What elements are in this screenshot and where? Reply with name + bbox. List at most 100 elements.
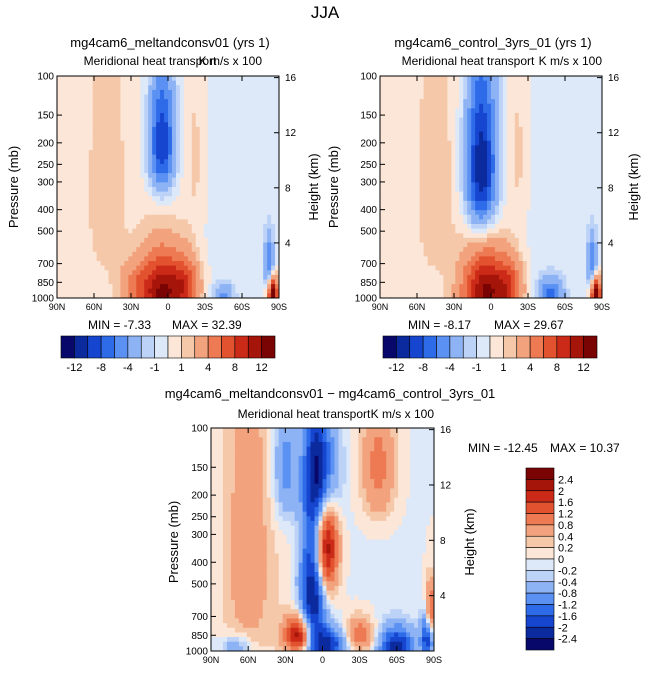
contour-cell <box>164 154 169 160</box>
contour-cell <box>443 103 448 109</box>
contour-cell <box>423 187 429 193</box>
contour-cell <box>487 113 492 119</box>
contour-cell <box>76 103 82 109</box>
contour-cell <box>391 145 397 151</box>
contour-cell <box>140 76 145 82</box>
contour-cell <box>84 293 90 298</box>
contour-cell <box>522 163 528 170</box>
contour-cell <box>243 251 248 257</box>
contour-cell <box>144 242 149 248</box>
contour-cell <box>423 196 429 202</box>
contour-cell <box>171 140 177 146</box>
contour-cell <box>475 159 480 165</box>
contour-cell <box>447 200 452 207</box>
contour-cell <box>447 173 452 179</box>
contour-cell <box>187 270 193 276</box>
contour-cell <box>88 279 94 285</box>
contour-cell <box>116 145 122 151</box>
contour-cell <box>530 145 536 151</box>
contour-cell <box>255 117 260 123</box>
contour-cell <box>116 182 122 188</box>
contour-cell <box>538 94 544 100</box>
contour-cell <box>427 154 433 160</box>
contour-cell <box>156 80 161 86</box>
contour-cell <box>168 136 173 142</box>
contour-cell <box>72 117 78 123</box>
contour-cell <box>112 233 118 239</box>
contour-cell <box>215 191 221 197</box>
contour-cell <box>530 228 536 234</box>
contour-cell <box>415 256 421 262</box>
contour-cell <box>431 163 437 170</box>
contour-cell <box>263 136 268 142</box>
contour-cell <box>275 173 279 179</box>
contour-cell <box>415 228 421 234</box>
contour-cell <box>255 270 260 276</box>
contour-cell <box>168 237 173 244</box>
contour-cell <box>594 113 599 119</box>
contour-cell <box>57 284 62 290</box>
contour-cell <box>183 136 189 142</box>
contour-cell <box>120 80 125 86</box>
contour-cell <box>160 103 165 109</box>
contour-cell <box>80 94 86 100</box>
contour-cell <box>411 219 417 225</box>
contour-cell <box>227 191 233 197</box>
contour-cell <box>538 99 544 105</box>
contour-cell <box>550 94 556 100</box>
contour-cell <box>435 150 441 156</box>
contour-cell <box>132 159 137 165</box>
contour-cell <box>574 103 579 109</box>
contour-cell <box>598 159 602 165</box>
contour-cell <box>128 270 133 276</box>
contour-cell <box>510 163 516 170</box>
contour-cell <box>76 284 82 290</box>
contour-cell <box>96 214 102 220</box>
contour-cell <box>562 247 567 253</box>
contour-cell <box>251 219 256 225</box>
contour-cell <box>546 191 552 197</box>
contour-cell <box>231 80 236 86</box>
contour-cell <box>108 251 114 257</box>
contour-cell <box>259 219 264 225</box>
contour-cell <box>235 224 240 230</box>
contour-cell <box>275 154 279 160</box>
contour-cell <box>76 242 82 248</box>
contour-cell <box>116 256 122 262</box>
contour-cell <box>259 196 264 202</box>
contour-cell <box>487 168 492 174</box>
contour-cell <box>57 103 62 109</box>
contour-cell <box>251 293 256 298</box>
contour-cell <box>231 94 236 100</box>
contour-cell <box>80 182 86 188</box>
contour-cell <box>459 177 464 183</box>
contour-cell <box>183 228 189 234</box>
contour-cell <box>395 76 401 82</box>
contour-cell <box>243 76 248 82</box>
contour-cell <box>399 145 405 151</box>
contour-cell <box>267 126 272 133</box>
contour-cell <box>463 108 468 114</box>
contour-cell <box>451 228 456 234</box>
contour-cell <box>570 177 575 183</box>
contour-cell <box>156 261 161 267</box>
contour-cell <box>387 177 393 183</box>
contour-cell <box>96 293 102 298</box>
contour-cell <box>116 251 122 257</box>
contour-cell <box>76 191 82 197</box>
contour-cell <box>383 80 389 86</box>
contour-cell <box>227 182 233 188</box>
contour-cell <box>494 140 500 146</box>
contour-cell <box>546 159 552 165</box>
contour-cell <box>550 191 556 197</box>
contour-cell <box>255 224 260 230</box>
contour-cell <box>132 76 137 82</box>
contour-cell <box>76 117 82 123</box>
contour-cell <box>259 103 264 109</box>
contour-cell <box>546 99 552 105</box>
contour-cell <box>164 168 169 174</box>
contour-cell <box>463 233 468 239</box>
contour-cell <box>251 140 256 146</box>
contour-cell <box>259 288 264 294</box>
contour-cell <box>451 200 456 207</box>
